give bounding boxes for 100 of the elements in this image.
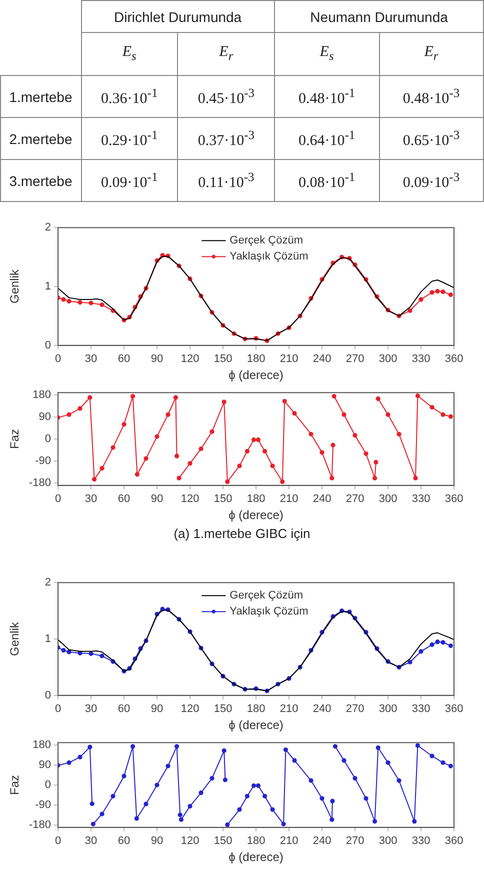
text: 0.08·10$^{-1}$ — [298, 170, 356, 190]
y-tick-label: -180 — [28, 819, 51, 832]
legend-label: Gerçek Çözüm — [230, 590, 304, 602]
x-tick-label: 180 — [246, 835, 266, 848]
x-tick-label: 300 — [378, 835, 398, 848]
y-tick-label: 1 — [44, 280, 51, 293]
x-tick-label: 330 — [412, 353, 430, 366]
x-tick-label: 150 — [214, 493, 232, 506]
category-label: 2.mertebe — [9, 130, 72, 146]
category-label: E$_{r}$ — [219, 44, 234, 63]
y-tick-label: 2 — [44, 576, 51, 589]
x-tick-label: 150 — [214, 353, 232, 366]
x-axis-title: ϕ (derece) — [228, 368, 284, 382]
x-tick-label: 60 — [118, 703, 130, 716]
x-tick-label: 60 — [118, 835, 130, 848]
text: 0.11·10$^{-3}$ — [198, 170, 254, 190]
y-tick-label: 90 — [38, 411, 51, 424]
text: 0.29·10$^{-1}$ — [101, 128, 158, 148]
text: (a) 1.mertebe GIBC için — [172, 525, 312, 543]
x-tick-label: 60 — [118, 493, 130, 506]
x-tick-label: 120 — [180, 493, 200, 506]
x-tick-label: 180 — [246, 353, 266, 366]
text: 0.36·10$^{-1}$ — [101, 86, 158, 106]
x-tick-label: 210 — [280, 353, 298, 366]
x-tick-label: 240 — [312, 703, 332, 716]
x-tick-label: 150 — [214, 703, 232, 716]
x-tick-label: 240 — [312, 493, 332, 506]
text: 0.09·10$^{-1}$ — [101, 170, 158, 190]
text: 0.48·10$^{-3}$ — [402, 86, 460, 106]
legend-label: Yaklaşık Çözüm — [230, 606, 308, 618]
x-tick-label: 270 — [346, 353, 364, 366]
x-tick-label: 180 — [246, 703, 266, 716]
x-tick-label: 90 — [150, 493, 164, 506]
y-tick-label: 0 — [44, 339, 51, 352]
category-label: 1.mertebe — [9, 88, 72, 104]
y-axis-title: Faz — [8, 774, 22, 796]
legend-label: Gerçek Çözüm — [230, 234, 304, 247]
y-tick-label: 180 — [32, 389, 51, 402]
x-axis-title: ϕ (derece) — [228, 718, 284, 732]
y-tick-label: -90 — [35, 799, 51, 812]
x-tick-label: 330 — [412, 703, 430, 716]
category-label: 3.mertebe — [9, 172, 72, 188]
x-tick-label: 120 — [180, 703, 200, 716]
text: 0.48·10$^{-1}$ — [298, 86, 356, 106]
text: 0.37·10$^{-3}$ — [198, 128, 255, 148]
x-tick-label: 360 — [444, 493, 464, 506]
text: 0.64·10$^{-1}$ — [298, 128, 356, 148]
category-label: E$_{r}$ — [424, 44, 438, 63]
x-tick-label: 60 — [118, 353, 130, 366]
x-tick-label: 0 — [54, 353, 62, 366]
x-tick-label: 240 — [312, 835, 332, 848]
category-label: E$_{s}$ — [122, 44, 136, 63]
y-tick-label: 1 — [44, 633, 51, 646]
x-tick-label: 270 — [346, 493, 364, 506]
y-tick-label: 0 — [44, 433, 51, 446]
x-tick-label: 0 — [54, 703, 62, 716]
x-tick-label: 300 — [378, 493, 398, 506]
text: 0.09·10$^{-3}$ — [402, 170, 460, 190]
x-axis-title: ϕ (derece) — [228, 850, 284, 864]
x-tick-label: 30 — [84, 493, 98, 506]
y-tick-label: 2 — [44, 222, 51, 234]
x-tick-label: 210 — [280, 835, 298, 848]
y-tick-label: 0 — [44, 779, 51, 792]
x-tick-label: 120 — [180, 353, 200, 366]
x-tick-label: 300 — [378, 353, 398, 366]
x-tick-label: 30 — [84, 353, 98, 366]
text: Dirichlet Durumunda — [81, 0, 275, 32]
y-tick-label: 0 — [44, 689, 51, 702]
x-tick-label: 120 — [180, 835, 200, 848]
x-tick-label: 90 — [150, 835, 164, 848]
x-tick-label: 270 — [346, 835, 364, 848]
category-label: E$_{s}$ — [320, 44, 334, 63]
text: 0.65·10$^{-3}$ — [402, 128, 460, 148]
x-tick-label: 300 — [378, 703, 398, 716]
y-tick-label: 180 — [32, 738, 51, 751]
y-axis-title: Faz — [8, 428, 22, 450]
legend-label: Yaklaşık Çözüm — [230, 250, 308, 263]
y-tick-label: -180 — [28, 476, 51, 489]
x-tick-label: 360 — [444, 353, 464, 366]
x-tick-label: 210 — [280, 493, 298, 506]
x-tick-label: 360 — [444, 703, 464, 716]
y-tick-label: 90 — [38, 758, 51, 771]
x-tick-label: 90 — [150, 353, 164, 366]
x-tick-label: 90 — [150, 703, 164, 716]
y-axis-title: Genlik — [8, 268, 22, 304]
x-tick-label: 240 — [312, 353, 332, 366]
x-tick-label: 0 — [54, 835, 62, 848]
x-tick-label: 330 — [412, 493, 430, 506]
x-tick-label: 330 — [412, 835, 430, 848]
text: Neumann Durumunda — [274, 0, 484, 32]
x-tick-label: 210 — [280, 703, 298, 716]
x-tick-label: 360 — [444, 835, 464, 848]
y-tick-label: -90 — [35, 455, 51, 468]
x-tick-label: 270 — [346, 703, 364, 716]
y-axis-title: Genlik — [8, 620, 22, 656]
x-tick-label: 30 — [84, 835, 98, 848]
x-tick-label: 0 — [54, 493, 62, 506]
text: 0.45·10$^{-3}$ — [198, 86, 255, 106]
x-tick-label: 180 — [246, 493, 266, 506]
x-tick-label: 30 — [84, 703, 98, 716]
